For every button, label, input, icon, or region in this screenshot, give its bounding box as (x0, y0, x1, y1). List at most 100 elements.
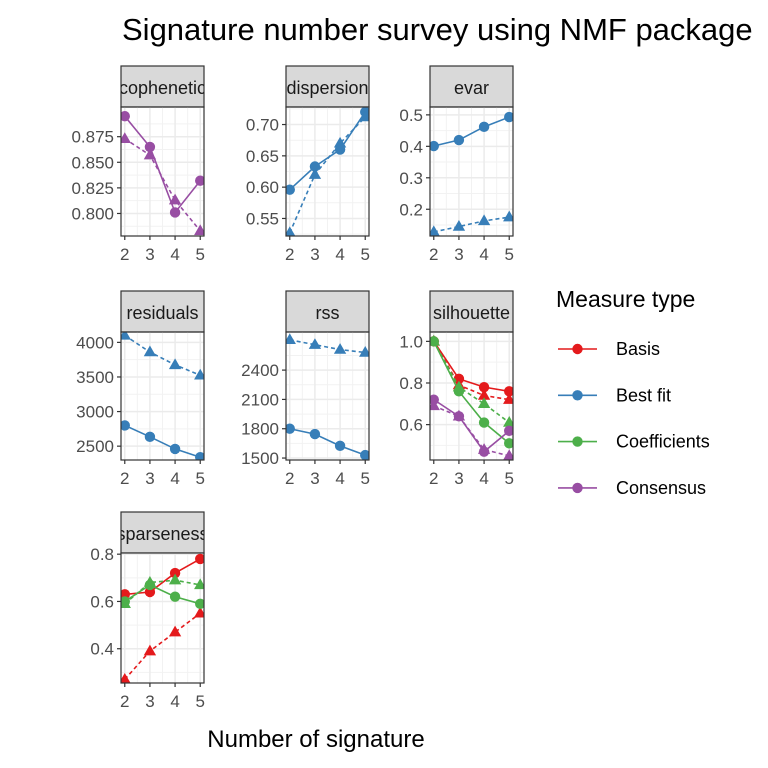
data-point-triangle (143, 644, 157, 656)
series-best-fit (430, 111, 513, 152)
y-tick-label: 0.2 (399, 200, 423, 219)
y-tick-label: 1800 (241, 420, 279, 439)
legend-key-point (572, 436, 583, 447)
data-point-triangle (503, 210, 513, 222)
y-tick-label: 1500 (241, 449, 279, 468)
x-tick-label: 5 (504, 245, 513, 264)
data-point (195, 452, 204, 460)
series-line (289, 116, 366, 234)
y-tick-label: 2500 (76, 437, 114, 456)
data-point-triangle (143, 345, 157, 357)
series-best-fit-random (286, 333, 369, 357)
series-best-fit-random (430, 210, 513, 236)
strip-label: sparseness (116, 524, 208, 544)
data-point (144, 431, 156, 443)
data-point-triangle (194, 224, 204, 236)
data-point (121, 111, 130, 122)
data-point (286, 184, 295, 195)
panel-border (429, 106, 514, 237)
strip-label: dispersion (286, 78, 368, 98)
plot-area (121, 107, 204, 236)
plot-area (430, 332, 513, 460)
series-line (433, 340, 510, 393)
data-point-triangle (359, 110, 369, 122)
strip-label: cophenetic (119, 78, 206, 98)
y-tick-label: 0.850 (71, 153, 114, 172)
series-consensus-random (121, 132, 204, 236)
data-point (309, 428, 321, 440)
y-tick-label: 0.3 (399, 169, 423, 188)
data-point-triangle (477, 443, 491, 454)
data-point-triangle (503, 393, 513, 404)
data-point-triangle (477, 214, 491, 226)
y-tick-label: 0.4 (399, 137, 423, 156)
data-point (504, 438, 513, 449)
panel-sparseness: sparseness 0.4 0.6 0.8 2 3 4 5 (90, 511, 208, 711)
data-point-triangle (477, 388, 491, 400)
series-best-fit (121, 420, 204, 460)
data-point-triangle (308, 168, 322, 179)
series-line (289, 427, 366, 456)
x-tick-label: 2 (429, 245, 438, 264)
y-tick-label: 0.4 (90, 640, 114, 659)
data-point-triangle (143, 148, 157, 160)
legend-label: Basis (616, 339, 660, 359)
strip-background (120, 65, 205, 108)
strip-label: rss (316, 303, 340, 323)
panel-silhouette: silhouette 0.6 0.8 1.0 2 3 4 5 (399, 290, 514, 488)
panel-border (285, 331, 370, 461)
series-best-fit (286, 423, 369, 460)
x-tick-label: 5 (195, 692, 204, 711)
x-tick-label: 5 (360, 469, 369, 488)
y-tick-label: 3500 (76, 368, 114, 387)
series-line (433, 340, 510, 424)
data-point-triangle (168, 193, 182, 205)
legend-key-point (572, 390, 583, 401)
data-point (309, 161, 321, 172)
y-tick-label: 0.70 (246, 116, 279, 135)
x-tick-label: 4 (479, 469, 488, 488)
series-consensus (121, 111, 204, 218)
x-tick-label: 3 (145, 245, 154, 264)
x-tick-label: 4 (335, 245, 344, 264)
data-point (504, 386, 513, 397)
x-tick-label: 2 (120, 469, 129, 488)
legend-title: Measure type (556, 286, 695, 312)
panel-evar: evar 0.2 0.3 0.4 0.5 2 3 4 5 (399, 65, 514, 264)
data-point-triangle (286, 226, 296, 236)
data-point-triangle (477, 397, 491, 409)
y-tick-label: 0.65 (246, 147, 279, 166)
y-tick-label: 2100 (241, 390, 279, 409)
y-tick-label: 0.60 (246, 178, 279, 197)
legend-entry-basis: Basis (558, 339, 660, 359)
x-tick-label: 3 (454, 469, 463, 488)
data-point (504, 425, 513, 437)
y-tick-label: 0.800 (71, 204, 114, 223)
data-point-triangle (452, 409, 466, 421)
data-point (286, 423, 295, 434)
series-line (433, 216, 510, 233)
panel-rss: rss 1500 1800 2100 2400 2 3 4 5 (241, 290, 370, 488)
data-point-triangle (194, 606, 204, 618)
strip-background (285, 290, 370, 333)
plot-area (286, 107, 369, 236)
data-point-triangle (430, 399, 440, 411)
y-tick-label: 0.825 (71, 179, 114, 198)
data-point (430, 140, 439, 152)
data-point-triangle (121, 132, 131, 143)
series-basis-random (121, 606, 204, 683)
y-tick-label: 0.5 (399, 106, 423, 125)
y-tick-label: 2400 (241, 361, 279, 380)
data-point-triangle (121, 597, 131, 609)
x-tick-label: 2 (120, 692, 129, 711)
x-tick-label: 3 (310, 245, 319, 264)
data-point (334, 440, 346, 452)
data-point-triangle (503, 416, 513, 427)
strip-background (429, 65, 514, 108)
data-point-triangle (194, 578, 204, 590)
data-point (144, 141, 156, 153)
data-point (195, 598, 204, 610)
series-line (433, 398, 510, 453)
